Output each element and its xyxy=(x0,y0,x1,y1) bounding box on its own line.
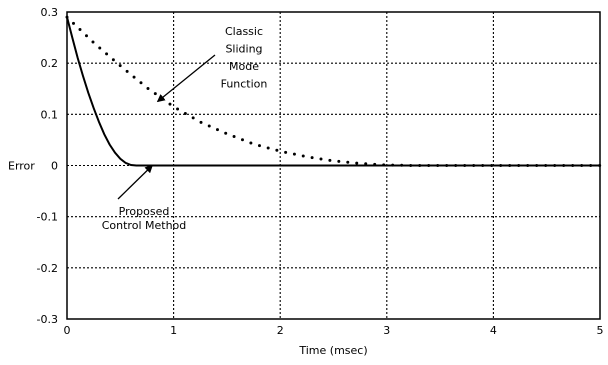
y-axis-label: Error xyxy=(8,160,35,173)
y-tick-label: 0 xyxy=(51,160,58,173)
annotation-text: Sliding xyxy=(225,43,262,56)
annotations: Classic Sliding Mode Function ProposedContro… xyxy=(102,25,268,232)
series-group xyxy=(65,15,602,167)
annotation-arrow xyxy=(156,54,216,103)
y-tick-label: -0.1 xyxy=(37,211,58,224)
annotation-text: Function xyxy=(221,78,268,91)
series-2-line xyxy=(65,15,602,167)
annotation-text: Mode xyxy=(229,60,259,73)
plot-frame xyxy=(66,11,601,320)
tick-labels: 0 1 2 3 4 5 0.3 0.2 0.1 0 -0.1 -0.2 -0.3 xyxy=(37,6,604,337)
y-tick-label: 0.2 xyxy=(41,57,59,70)
x-tick-label: 2 xyxy=(277,324,284,337)
annotation-arrow xyxy=(117,164,153,200)
x-tick-label: 1 xyxy=(170,324,177,337)
annotation-1: Classic Sliding Mode Function xyxy=(156,25,268,103)
y-tick-label: -0.2 xyxy=(37,262,58,275)
annotation-text: Proposed xyxy=(119,205,170,218)
y-tick-label: 0.1 xyxy=(41,108,59,121)
series-1-line xyxy=(66,16,600,167)
annotation-text: Control Method xyxy=(102,219,187,232)
x-axis-label: Time (msec) xyxy=(298,344,367,357)
y-tick-label: 0.3 xyxy=(41,6,59,19)
x-tick-label: 4 xyxy=(490,324,497,337)
y-tick-label: -0.3 xyxy=(37,313,58,326)
x-tick-label: 5 xyxy=(597,324,604,337)
x-tick-label: 0 xyxy=(64,324,71,337)
annotation-text: Classic xyxy=(225,25,263,38)
x-tick-label: 3 xyxy=(383,324,390,337)
